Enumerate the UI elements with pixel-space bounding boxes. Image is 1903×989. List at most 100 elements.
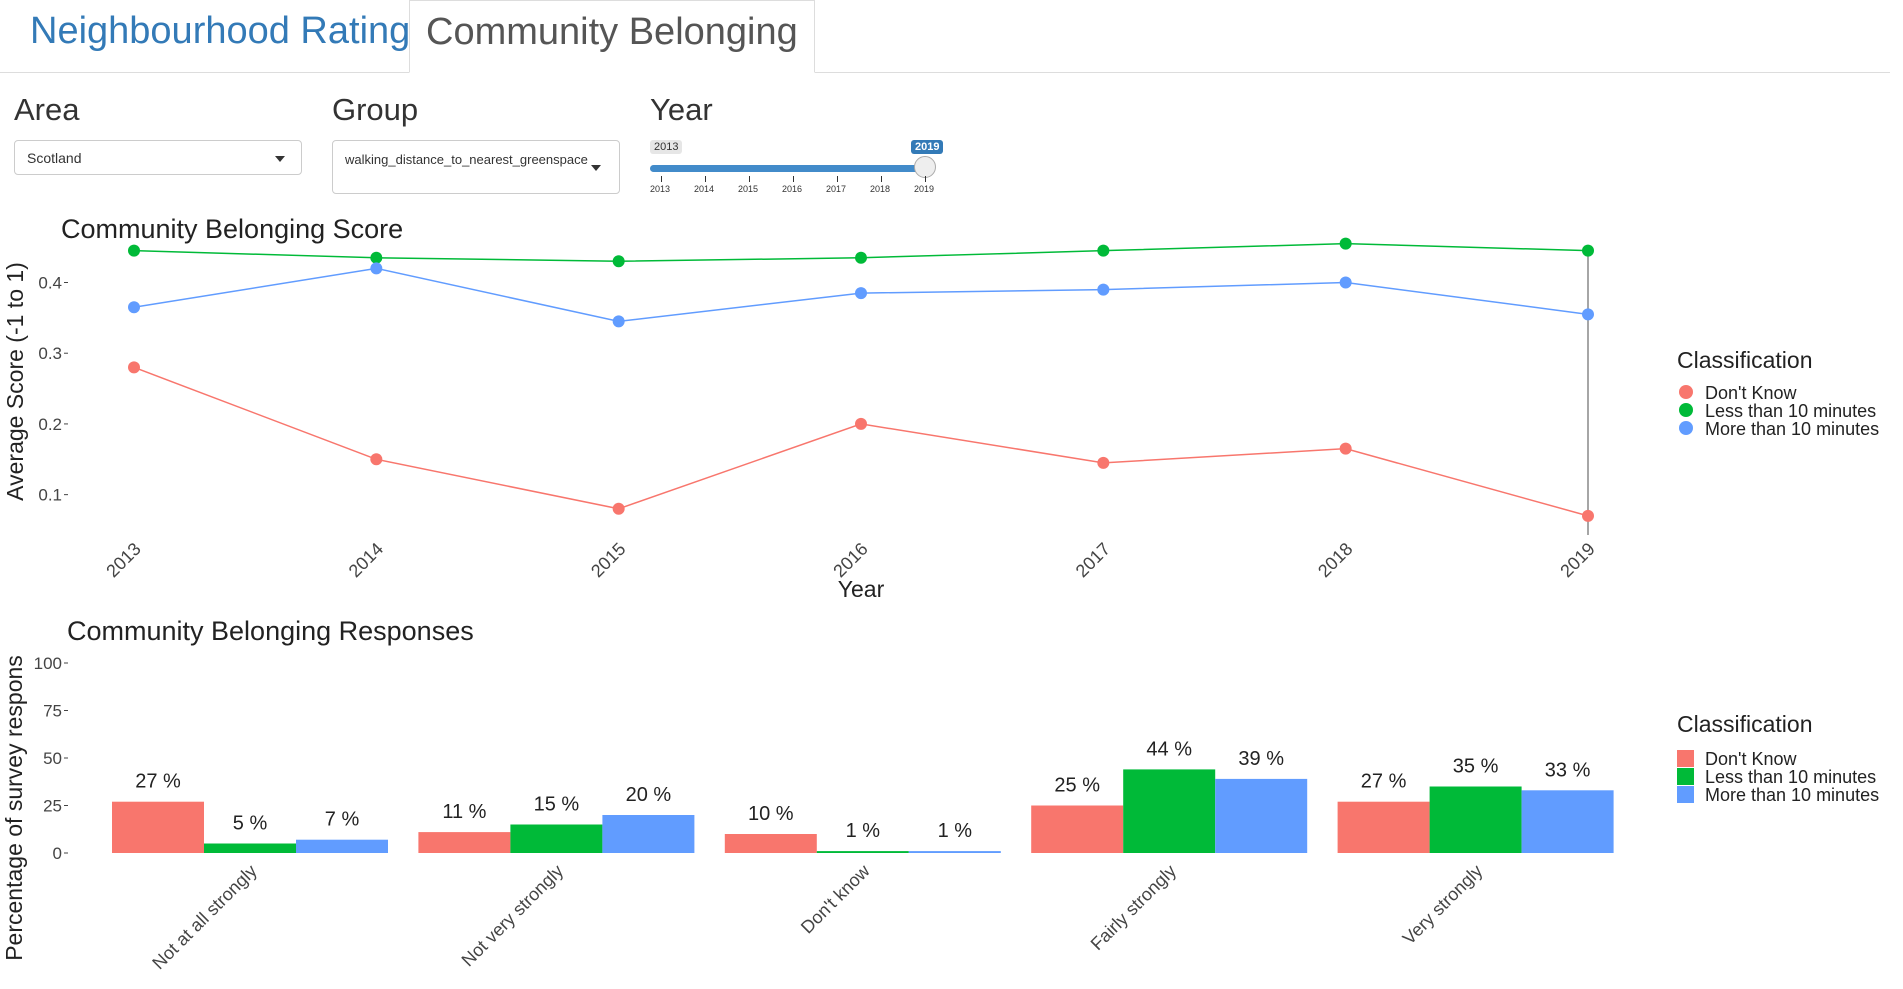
legend-marker xyxy=(1679,385,1693,399)
x-tick-label: 2016 xyxy=(829,539,871,581)
slider-tick-label: 2018 xyxy=(870,184,891,194)
bar xyxy=(112,801,204,853)
slider-tick xyxy=(661,176,662,182)
bar xyxy=(510,824,603,853)
data-point xyxy=(855,251,867,264)
bar xyxy=(602,815,695,853)
data-point xyxy=(1339,442,1352,455)
slider-tick xyxy=(881,176,882,182)
data-label: 25 % xyxy=(1054,775,1100,797)
legend-label: Less than 10 minutes xyxy=(1705,767,1876,787)
data-label: 39 % xyxy=(1238,748,1284,770)
y-tick-label: 0.2 xyxy=(38,415,62,434)
data-label: 20 % xyxy=(626,784,672,806)
data-point xyxy=(1097,244,1110,257)
data-label: 1 % xyxy=(846,820,881,842)
data-label: 11 % xyxy=(442,801,486,823)
data-point xyxy=(370,262,383,275)
data-point xyxy=(612,255,625,268)
x-tick-label: Fairly strongly xyxy=(1087,861,1180,954)
data-label: 15 % xyxy=(534,794,580,816)
slider-tick-label: 2013 xyxy=(650,184,671,194)
area-select[interactable]: Scotland xyxy=(14,140,302,175)
series-line xyxy=(133,366,1589,517)
bar xyxy=(1521,790,1614,853)
bar xyxy=(816,851,909,853)
y-axis-label: Average Score (-1 to 1) xyxy=(2,262,28,501)
y-axis-label: Percentage of survey respons xyxy=(1,655,27,961)
y-tick-label: 0.1 xyxy=(38,486,62,505)
group-label: Group xyxy=(332,92,419,127)
data-point xyxy=(855,417,867,430)
data-point xyxy=(1097,456,1110,469)
bar xyxy=(1429,786,1522,853)
x-tick-label: Very strongly xyxy=(1399,861,1487,949)
bar xyxy=(724,834,817,853)
x-tick-label: 2015 xyxy=(587,539,629,581)
y-tick-label: 0.3 xyxy=(38,344,62,363)
legend-swatch xyxy=(1677,768,1694,785)
tab-bar: Neighbourhood Rating Community Belonging xyxy=(0,0,1890,73)
y-tick-label: 75 xyxy=(43,702,62,721)
legend-label: Don't Know xyxy=(1705,749,1797,769)
tab-community-belonging[interactable]: Community Belonging xyxy=(409,0,815,73)
x-tick-label: Don't know xyxy=(797,860,874,937)
data-point xyxy=(128,244,140,257)
data-label: 10 % xyxy=(748,803,794,825)
y-tick-label: 100 xyxy=(34,654,62,673)
legend-marker xyxy=(1679,403,1693,417)
data-label: 1 % xyxy=(938,820,973,842)
legend-swatch xyxy=(1677,786,1694,803)
data-point xyxy=(855,287,867,300)
chevron-down-icon xyxy=(275,156,285,162)
data-point xyxy=(612,315,625,328)
bar xyxy=(1031,805,1124,853)
bar xyxy=(1123,769,1216,853)
tab-neighbourhood-rating[interactable]: Neighbourhood Rating xyxy=(30,10,411,52)
data-point xyxy=(128,361,140,374)
slider-min-label: 2013 xyxy=(650,140,683,154)
slider-tick xyxy=(749,176,750,182)
data-label: 44 % xyxy=(1146,738,1192,760)
group-select-value: walking_distance_to_nearest_greenspace xyxy=(345,152,588,167)
y-tick-label: 0.4 xyxy=(38,274,62,293)
area-select-value: Scotland xyxy=(27,150,82,166)
data-point xyxy=(1582,509,1594,522)
slider-tick-label: 2015 xyxy=(738,184,759,194)
slider-fill xyxy=(650,165,925,172)
slider-tick-label: 2016 xyxy=(782,184,803,194)
legend-title: Classification xyxy=(1677,347,1813,373)
x-tick-label: 2013 xyxy=(102,539,144,581)
bar xyxy=(204,843,296,853)
group-select[interactable]: walking_distance_to_nearest_greenspace xyxy=(332,140,620,194)
bar xyxy=(1215,778,1308,853)
x-tick-label: Not very strongly xyxy=(458,861,568,971)
legend-title: Classification xyxy=(1677,711,1813,737)
x-tick-label: Not at all strongly xyxy=(148,861,260,973)
data-point xyxy=(1097,283,1110,296)
x-tick-label: 2019 xyxy=(1556,539,1598,581)
data-point xyxy=(612,502,625,515)
year-label: Year xyxy=(650,92,713,127)
chevron-down-icon xyxy=(591,165,601,171)
legend-label: Less than 10 minutes xyxy=(1705,401,1876,421)
bar xyxy=(296,839,388,853)
data-point xyxy=(1582,244,1594,257)
data-point xyxy=(1339,276,1352,289)
data-label: 27 % xyxy=(1361,771,1407,793)
slider-tick xyxy=(793,176,794,182)
data-label: 27 % xyxy=(135,771,181,793)
data-label: 7 % xyxy=(325,809,360,831)
slider-value-label: 2019 xyxy=(911,140,944,154)
data-point xyxy=(128,301,140,314)
slider-handle[interactable] xyxy=(914,156,936,178)
data-point xyxy=(370,251,383,264)
legend-swatch xyxy=(1677,750,1694,767)
bar-chart: Community Belonging Responses 0 25 50 75 100 P… xyxy=(1,616,1879,973)
x-tick-label: 2018 xyxy=(1314,539,1356,581)
x-tick-label: 2017 xyxy=(1072,539,1114,581)
slider-tick-label: 2019 xyxy=(914,184,935,194)
y-tick-label: 25 xyxy=(43,797,62,816)
bar xyxy=(1337,801,1430,853)
data-point xyxy=(1582,308,1594,321)
